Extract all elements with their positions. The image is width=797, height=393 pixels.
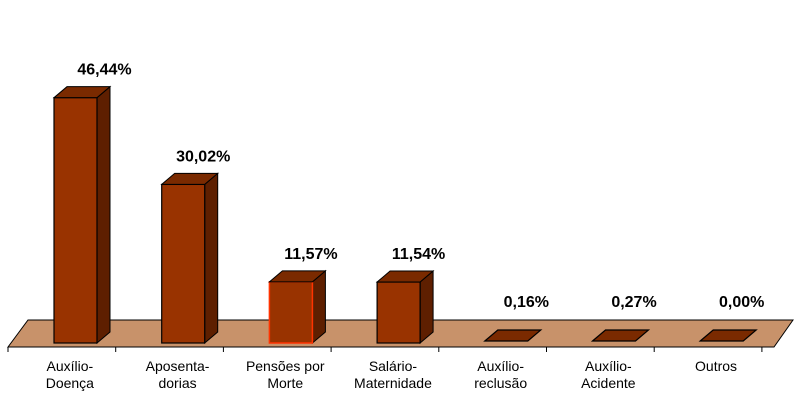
bar-top xyxy=(268,270,327,283)
bar xyxy=(698,329,758,342)
bar-side xyxy=(419,269,434,345)
bar-side xyxy=(96,85,111,345)
bar-top xyxy=(52,86,112,99)
bar-side xyxy=(311,269,326,345)
data-label: 11,54% xyxy=(392,246,445,263)
bar-front xyxy=(53,97,98,344)
bar xyxy=(160,172,220,345)
category-label: Pensões por xyxy=(246,358,325,374)
bar xyxy=(52,85,112,345)
category-label: Auxílio- xyxy=(47,358,94,374)
category-label: Maternidade xyxy=(354,375,432,391)
category-label: reclusão xyxy=(474,375,527,391)
bar-side xyxy=(204,172,219,345)
bar xyxy=(590,329,651,342)
category-label: Aposenta- xyxy=(146,358,210,374)
bar-top xyxy=(375,270,435,283)
data-label: 46,44% xyxy=(77,62,131,79)
category-label: Acidente xyxy=(581,375,636,391)
data-label: 0,00% xyxy=(719,294,764,311)
bar xyxy=(268,269,327,345)
category-label: Outros xyxy=(695,358,737,374)
category-label: Auxílio- xyxy=(585,358,632,374)
bar xyxy=(375,269,435,345)
data-label: 0,27% xyxy=(611,294,656,311)
bar-top xyxy=(698,329,758,342)
data-label: 30,02% xyxy=(176,148,230,165)
bar-front xyxy=(161,183,206,344)
category-label: dorias xyxy=(158,375,196,391)
category-label: Salário- xyxy=(369,358,418,374)
category-label: Morte xyxy=(267,375,303,391)
bar-front xyxy=(268,281,314,344)
data-label: 11,57% xyxy=(284,246,337,263)
bar-front xyxy=(376,281,421,344)
bar-top xyxy=(483,329,543,342)
category-label: Doença xyxy=(46,375,94,391)
bar-top xyxy=(160,172,220,185)
category-label: Auxílio- xyxy=(477,358,524,374)
bar-top xyxy=(590,329,651,342)
bar xyxy=(483,329,543,342)
data-label: 0,16% xyxy=(504,294,549,311)
